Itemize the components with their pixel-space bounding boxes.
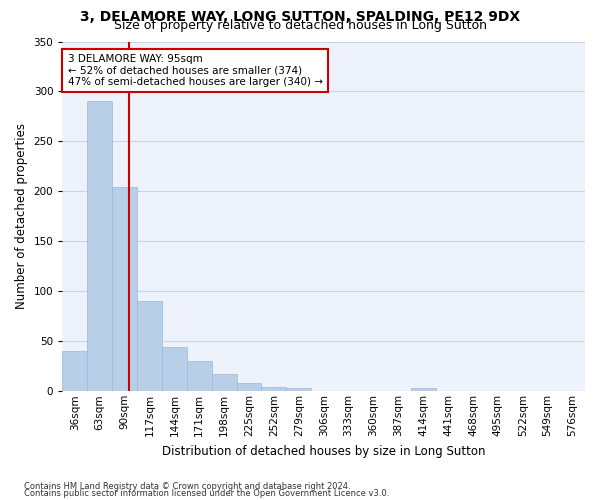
- Text: 3, DELAMORE WAY, LONG SUTTON, SPALDING, PE12 9DX: 3, DELAMORE WAY, LONG SUTTON, SPALDING, …: [80, 10, 520, 24]
- Bar: [137, 302, 162, 392]
- Bar: [162, 348, 187, 392]
- Bar: [411, 388, 436, 392]
- X-axis label: Distribution of detached houses by size in Long Sutton: Distribution of detached houses by size …: [162, 444, 485, 458]
- Bar: [236, 384, 262, 392]
- Bar: [262, 388, 286, 392]
- Text: Size of property relative to detached houses in Long Sutton: Size of property relative to detached ho…: [113, 19, 487, 32]
- Text: Contains public sector information licensed under the Open Government Licence v3: Contains public sector information licen…: [24, 489, 389, 498]
- Y-axis label: Number of detached properties: Number of detached properties: [15, 124, 28, 310]
- Bar: [112, 188, 137, 392]
- Bar: [87, 102, 112, 392]
- Bar: [62, 352, 87, 392]
- Bar: [286, 388, 311, 392]
- Text: 3 DELAMORE WAY: 95sqm
← 52% of detached houses are smaller (374)
47% of semi-det: 3 DELAMORE WAY: 95sqm ← 52% of detached …: [68, 54, 323, 87]
- Bar: [212, 374, 236, 392]
- Text: Contains HM Land Registry data © Crown copyright and database right 2024.: Contains HM Land Registry data © Crown c…: [24, 482, 350, 491]
- Bar: [187, 362, 212, 392]
